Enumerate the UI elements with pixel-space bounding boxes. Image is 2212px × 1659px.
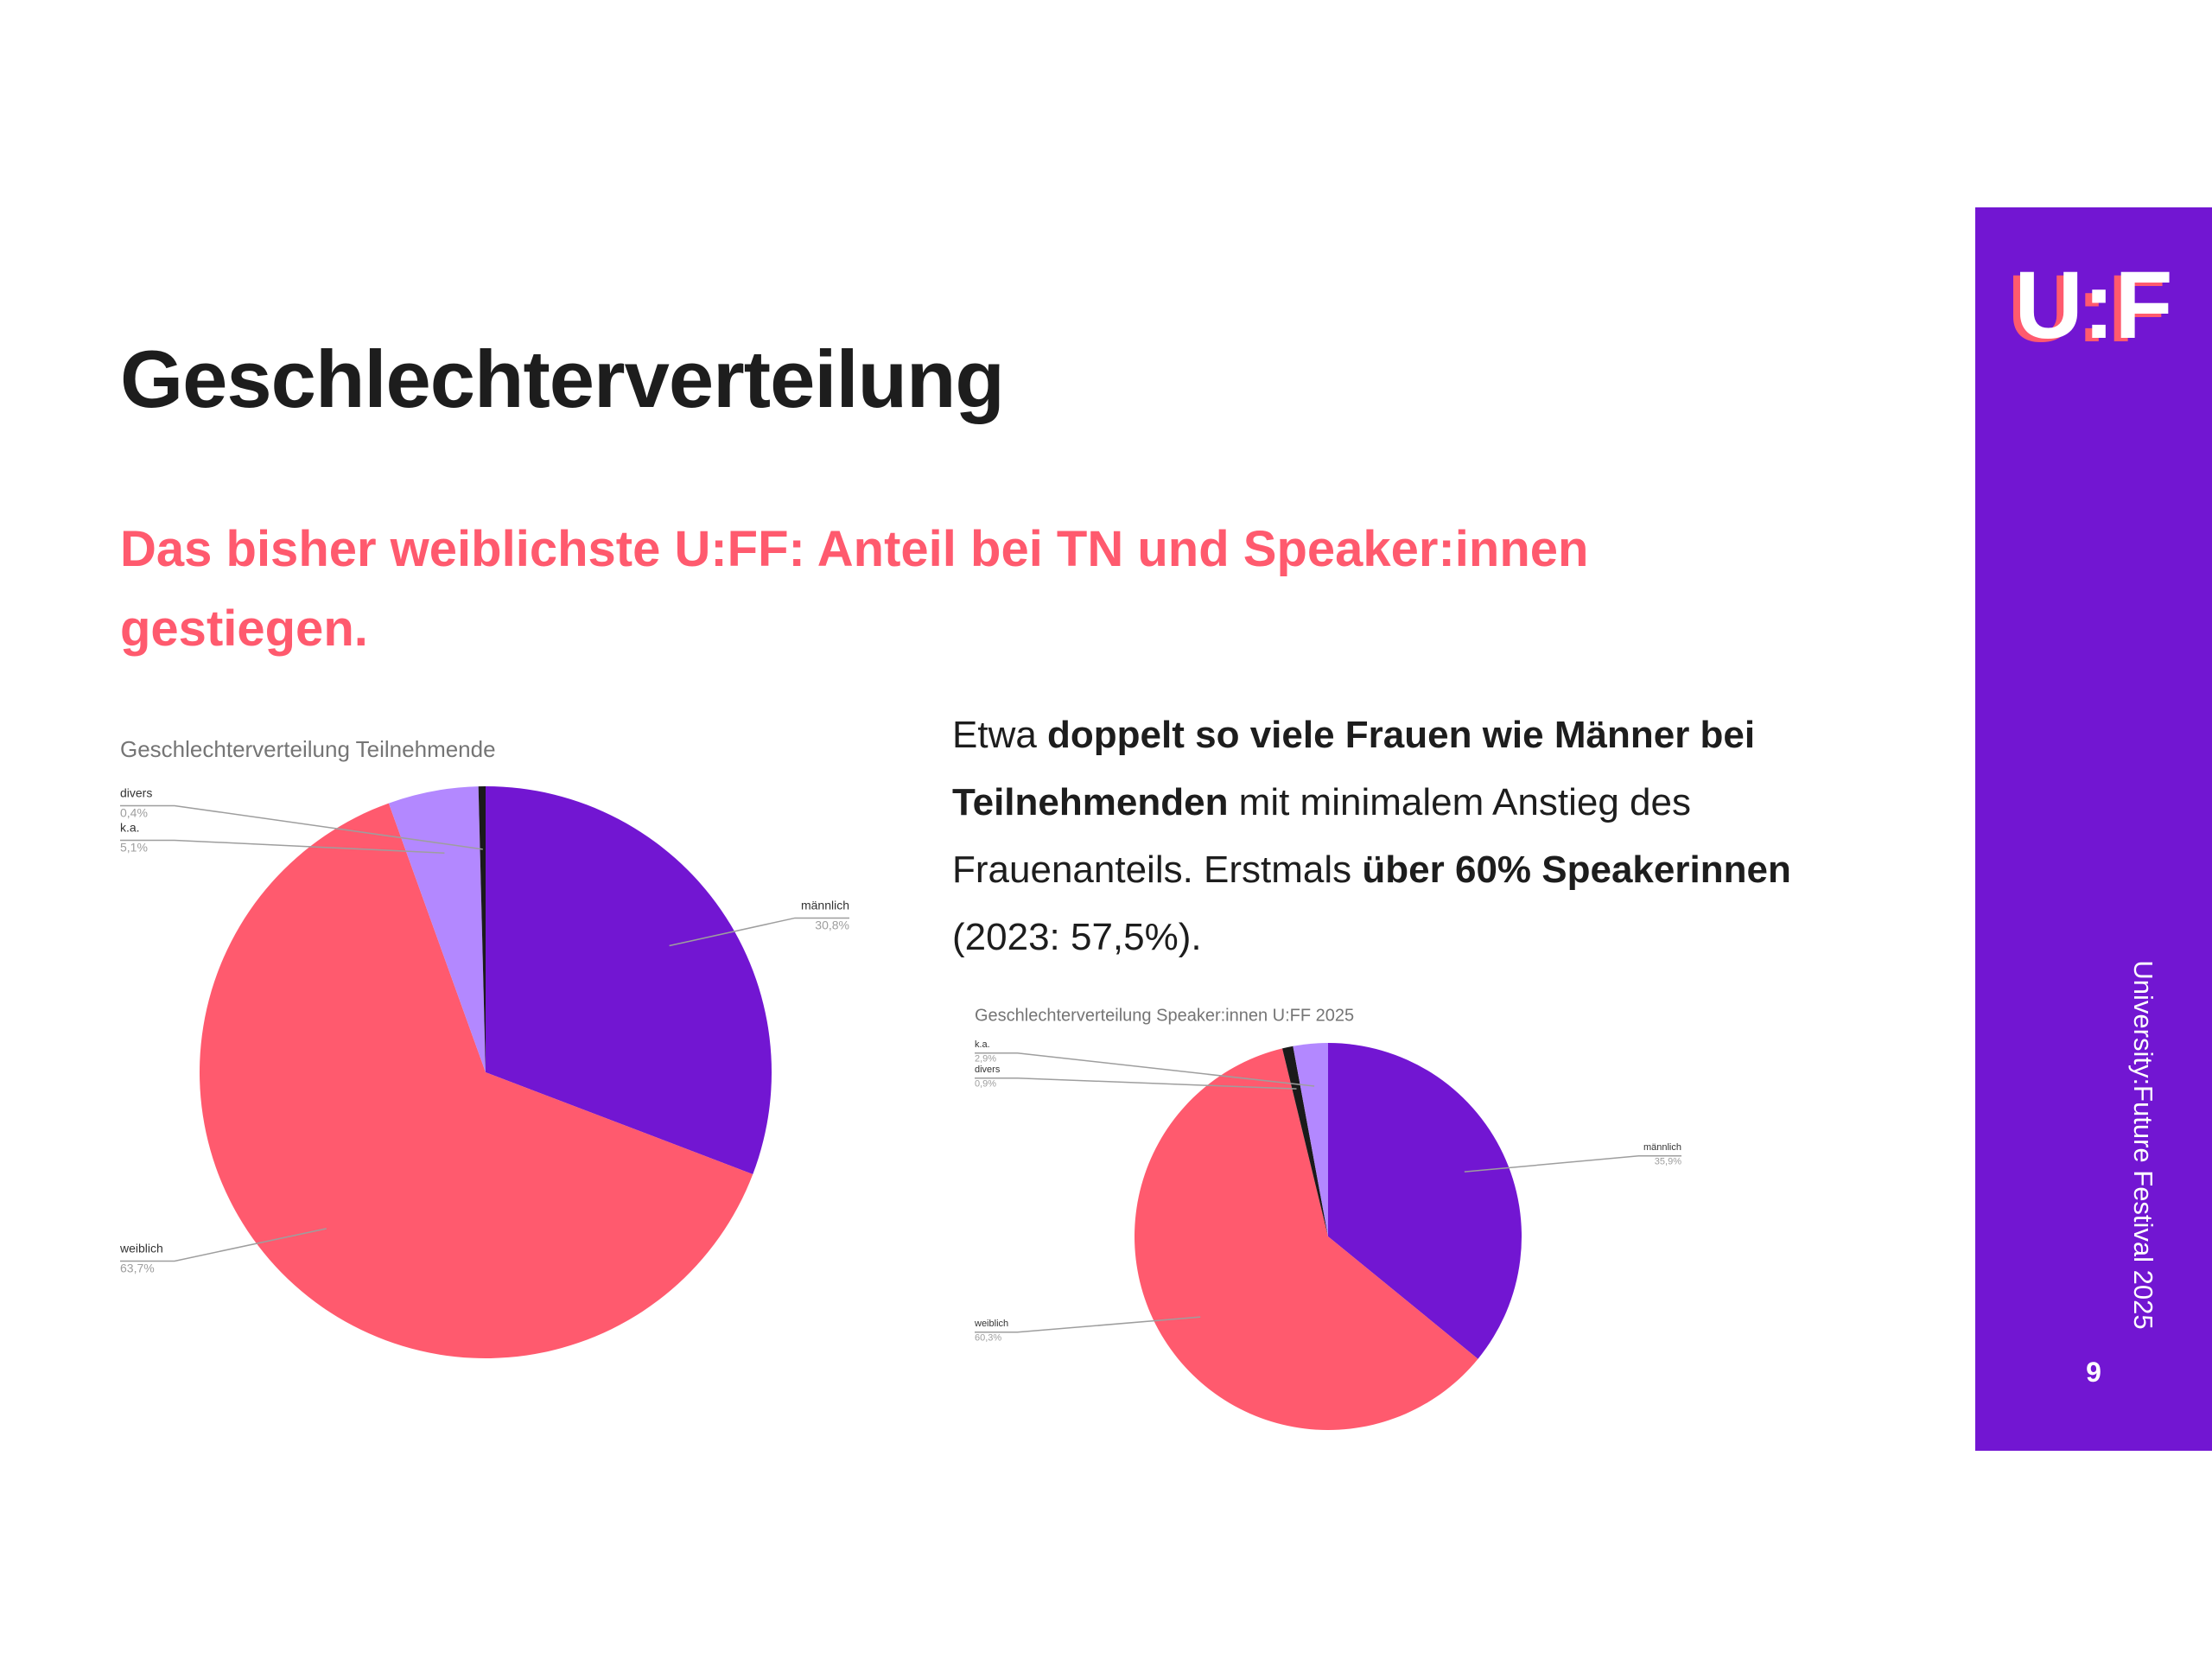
paragraph: Etwa doppelt so viele Frauen wie Männer … [952,702,1816,971]
leader-line [1464,1155,1681,1173]
slice-label: k.a. [120,821,140,835]
slice-value-label: 2,9% [975,1053,996,1064]
charts: Geschlechterverteilung Teilnehmende männl… [119,736,1681,1431]
sidebar: U:F University:Future Festival 2025 9 [1975,207,2212,1451]
pie-slice [478,786,486,1072]
pie-slice [1328,1043,1522,1359]
pie-slice [199,803,753,1358]
leader-line [975,1077,1297,1090]
slice-value-label: 60,3% [975,1332,1001,1343]
slice-value-label: 0,4% [120,806,148,820]
pie-slice [388,786,486,1072]
slice-label: k.a. [975,1039,990,1050]
pie-slice [486,786,772,1174]
chart-title: Geschlechterverteilung Speaker:innen U:F… [975,1006,1354,1025]
caption: University:Future Festival 2025 [2128,960,2158,1330]
leader-line [975,1316,1201,1333]
leader-line [669,917,849,947]
pie-slice [1293,1043,1328,1236]
leader-line [120,1228,327,1262]
slice-value-label: 63,7% [120,1262,155,1275]
page-number: 9 [2086,1357,2101,1388]
text: Etwa [952,714,1048,756]
slice-label: divers [120,786,152,800]
text: mit minimalem Anstieg des Frauenanteils.… [952,781,1691,891]
leader-line [120,804,483,850]
slice-value-label: 5,1% [120,841,148,855]
logo: U:F [2014,252,2173,359]
slice-value-label: 30,8% [815,918,849,932]
leader-line [120,839,445,854]
slice-label: weiblich [974,1319,1008,1329]
bold-text: über 60% Speakerinnen [1362,849,1791,891]
leader-line [975,1052,1315,1087]
slide-subtitle: Das bisher weiblichste U:FF: Anteil bei … [120,521,1589,657]
slice-value-label: 0,9% [975,1078,996,1089]
slice-label: weiblich [119,1242,163,1255]
bold-text: doppelt so viele Frauen wie Männer bei T… [952,714,1756,823]
slice-label: männlich [801,899,849,912]
slice-value-label: 35,9% [1655,1156,1681,1166]
chart-title: Geschlechterverteilung Teilnehmende [120,736,496,762]
pie-slice [1282,1046,1328,1236]
text: (2023: 57,5%). [952,916,1202,958]
slide-title: Geschlechterverteilung [120,334,1005,424]
pie-slice [1135,1048,1478,1431]
slice-label: männlich [1643,1142,1681,1153]
slice-label: divers [975,1065,1001,1075]
